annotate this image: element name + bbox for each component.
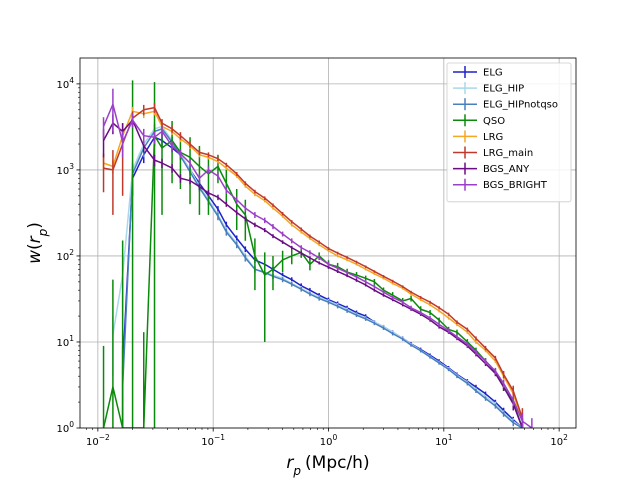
y-tick-label: 101 bbox=[56, 334, 74, 349]
legend-label: LRG_main bbox=[483, 148, 533, 159]
series-line bbox=[103, 110, 524, 422]
legend-label: BGS_BRIGHT bbox=[483, 180, 548, 191]
legend-label: ELG_HIPnotqso bbox=[483, 100, 558, 111]
x-tick-label: 100 bbox=[320, 433, 338, 448]
legend-label: ELG bbox=[483, 68, 503, 79]
series-line bbox=[121, 128, 523, 428]
x-axis-label: rp (Mpc/h) bbox=[286, 453, 369, 478]
legend-label: ELG_HIP bbox=[483, 84, 524, 95]
y-tick-label: 103 bbox=[56, 162, 74, 177]
series-line bbox=[102, 103, 533, 428]
legend-item: ELG_HIPnotqso bbox=[453, 98, 558, 111]
legend-item: ELG bbox=[453, 66, 503, 79]
legend-item: BGS_ANY bbox=[453, 162, 530, 175]
legend-label: QSO bbox=[483, 116, 505, 127]
y-tick-label: 102 bbox=[56, 248, 74, 263]
x-tick-label: 102 bbox=[550, 433, 568, 448]
ticks: 10−2 10−1 100 101 102 100 101 102 103 104 bbox=[56, 76, 568, 448]
legend-label: BGS_ANY bbox=[483, 164, 530, 175]
legend-item: LRG bbox=[453, 130, 503, 143]
series-lrg-main bbox=[102, 102, 524, 428]
legend-item: ELG_HIP bbox=[453, 82, 524, 95]
legend-label: LRG bbox=[483, 132, 503, 143]
x-tick-label: 101 bbox=[435, 433, 453, 448]
series-layer bbox=[102, 80, 533, 428]
y-tick-label: 100 bbox=[56, 420, 74, 435]
legend-item: QSO bbox=[453, 114, 505, 127]
legend: ELG ELG_HIP ELG_HIPnotqso QSO LRG LRG_main BGS… bbox=[446, 62, 572, 203]
legend-item: BGS_BRIGHT bbox=[453, 178, 548, 191]
y-tick-label: 104 bbox=[56, 76, 74, 91]
series-line bbox=[103, 106, 524, 419]
legend-box bbox=[446, 62, 572, 203]
series-bgs-bright bbox=[102, 88, 533, 428]
y-axis-label: w(rp) bbox=[25, 222, 50, 264]
series-line bbox=[102, 119, 524, 428]
plot-frame bbox=[79, 57, 577, 429]
x-tick-label: 10−1 bbox=[201, 433, 225, 448]
legend-item: LRG_main bbox=[453, 146, 533, 159]
x-tick-label: 10−2 bbox=[86, 433, 110, 448]
